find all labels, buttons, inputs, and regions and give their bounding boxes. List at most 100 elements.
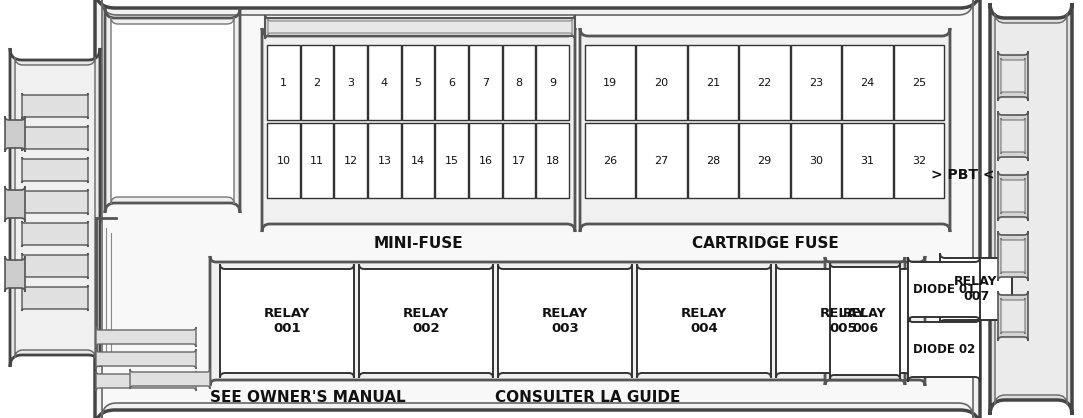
Text: 21: 21 xyxy=(706,77,720,87)
FancyBboxPatch shape xyxy=(1001,118,1025,154)
Text: RELAY
001: RELAY 001 xyxy=(264,307,310,335)
Text: 6: 6 xyxy=(448,77,455,87)
Bar xyxy=(268,123,300,198)
Bar xyxy=(893,123,944,198)
FancyBboxPatch shape xyxy=(940,253,1012,325)
Bar xyxy=(791,123,841,198)
FancyBboxPatch shape xyxy=(908,317,980,382)
FancyBboxPatch shape xyxy=(358,264,493,378)
FancyBboxPatch shape xyxy=(96,349,196,369)
Text: 4: 4 xyxy=(381,77,388,87)
Text: 20: 20 xyxy=(654,77,668,87)
Text: 9: 9 xyxy=(549,77,557,87)
Text: 11: 11 xyxy=(310,155,324,166)
Text: RELAY
002: RELAY 002 xyxy=(403,307,449,335)
Bar xyxy=(335,45,367,120)
FancyBboxPatch shape xyxy=(96,327,196,347)
FancyBboxPatch shape xyxy=(637,264,771,378)
Text: RELAY
003: RELAY 003 xyxy=(542,307,588,335)
FancyBboxPatch shape xyxy=(22,157,88,183)
Text: 5: 5 xyxy=(415,77,421,87)
Bar xyxy=(503,123,535,198)
Text: 28: 28 xyxy=(706,155,720,166)
FancyBboxPatch shape xyxy=(102,0,973,418)
FancyBboxPatch shape xyxy=(777,264,910,378)
FancyBboxPatch shape xyxy=(265,15,575,39)
FancyBboxPatch shape xyxy=(105,8,240,213)
Text: DIODE 01: DIODE 01 xyxy=(913,283,975,296)
Text: 10: 10 xyxy=(276,155,290,166)
Text: 23: 23 xyxy=(809,77,823,87)
Bar xyxy=(740,123,790,198)
Bar xyxy=(368,45,401,120)
Text: RELAY
004: RELAY 004 xyxy=(681,307,727,335)
FancyBboxPatch shape xyxy=(999,231,1028,281)
FancyBboxPatch shape xyxy=(1001,58,1025,94)
Bar xyxy=(843,123,892,198)
FancyBboxPatch shape xyxy=(10,48,100,367)
FancyBboxPatch shape xyxy=(908,257,980,322)
Text: 16: 16 xyxy=(479,155,493,166)
FancyBboxPatch shape xyxy=(990,3,1072,415)
Text: RELAY
005: RELAY 005 xyxy=(820,307,866,335)
Text: 1: 1 xyxy=(279,77,287,87)
Bar xyxy=(688,123,739,198)
Text: > PBT <: > PBT < xyxy=(931,168,995,182)
Bar xyxy=(688,45,739,120)
FancyBboxPatch shape xyxy=(5,116,25,152)
FancyBboxPatch shape xyxy=(1001,178,1025,214)
Text: 13: 13 xyxy=(377,155,391,166)
Bar xyxy=(402,123,434,198)
Bar xyxy=(585,45,636,120)
Text: 14: 14 xyxy=(410,155,425,166)
Bar xyxy=(469,123,501,198)
Text: 3: 3 xyxy=(348,77,354,87)
Text: 15: 15 xyxy=(445,155,459,166)
FancyBboxPatch shape xyxy=(22,285,88,311)
Bar xyxy=(893,45,944,120)
Bar xyxy=(536,123,569,198)
Text: DIODE 02: DIODE 02 xyxy=(913,343,975,356)
FancyBboxPatch shape xyxy=(825,257,905,385)
Bar xyxy=(585,123,636,198)
Bar xyxy=(637,45,687,120)
FancyBboxPatch shape xyxy=(999,171,1028,221)
Bar xyxy=(536,45,569,120)
Bar xyxy=(435,123,468,198)
FancyBboxPatch shape xyxy=(15,57,95,358)
Text: 31: 31 xyxy=(860,155,874,166)
Text: 7: 7 xyxy=(482,77,488,87)
Bar xyxy=(740,45,790,120)
Text: RELAY
007: RELAY 007 xyxy=(954,275,997,303)
Bar xyxy=(637,123,687,198)
FancyBboxPatch shape xyxy=(210,256,925,386)
Text: 12: 12 xyxy=(343,155,357,166)
Bar xyxy=(843,45,892,120)
FancyBboxPatch shape xyxy=(580,28,950,232)
FancyBboxPatch shape xyxy=(22,93,88,119)
Text: 17: 17 xyxy=(512,155,526,166)
FancyBboxPatch shape xyxy=(1001,238,1025,274)
FancyBboxPatch shape xyxy=(830,263,900,379)
Text: 8: 8 xyxy=(516,77,523,87)
Bar xyxy=(503,45,535,120)
FancyBboxPatch shape xyxy=(262,28,575,232)
Text: SEE OWNER'S MANUAL: SEE OWNER'S MANUAL xyxy=(210,390,406,405)
Bar xyxy=(368,123,401,198)
Bar xyxy=(402,45,434,120)
FancyBboxPatch shape xyxy=(999,51,1028,101)
FancyBboxPatch shape xyxy=(995,13,1067,405)
Text: 19: 19 xyxy=(603,77,617,87)
FancyBboxPatch shape xyxy=(999,111,1028,161)
FancyBboxPatch shape xyxy=(1001,298,1025,334)
Text: MINI-FUSE: MINI-FUSE xyxy=(374,235,464,250)
Text: 32: 32 xyxy=(912,155,926,166)
Text: 26: 26 xyxy=(603,155,617,166)
FancyBboxPatch shape xyxy=(999,291,1028,341)
Bar xyxy=(335,123,367,198)
FancyBboxPatch shape xyxy=(96,371,196,391)
Text: CONSULTER LA GUIDE: CONSULTER LA GUIDE xyxy=(495,390,681,405)
FancyBboxPatch shape xyxy=(110,17,234,204)
FancyBboxPatch shape xyxy=(5,186,25,222)
Text: 24: 24 xyxy=(860,77,874,87)
